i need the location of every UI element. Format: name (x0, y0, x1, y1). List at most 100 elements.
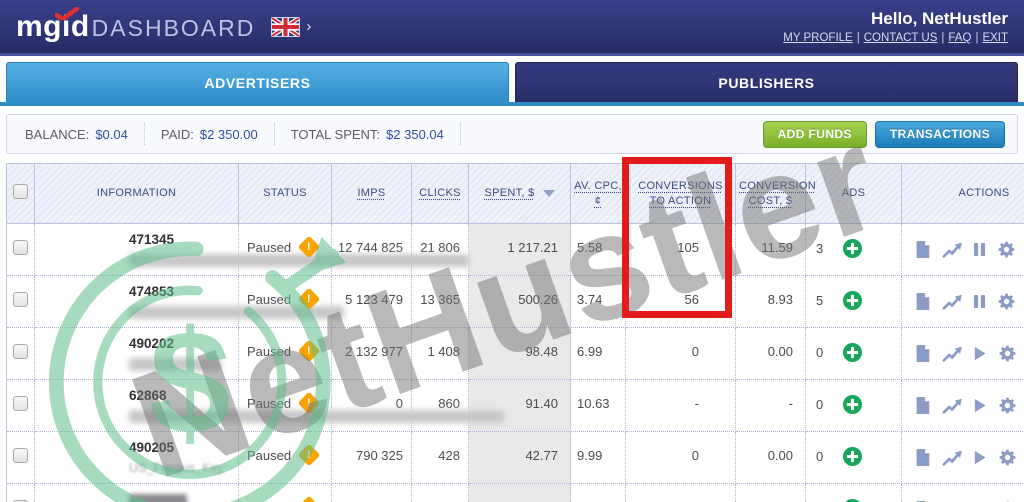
gear-icon[interactable] (998, 448, 1017, 467)
document-icon[interactable] (914, 344, 931, 363)
avg-cpc-cell: 6.99 (570, 327, 626, 380)
stats-chart-icon[interactable] (942, 449, 962, 467)
warning-icon[interactable]: ! (297, 443, 321, 467)
paid-label: PAID: (160, 126, 194, 142)
logo-product-text: DASHBOARD (91, 14, 256, 41)
gear-icon[interactable] (998, 396, 1017, 415)
row-checkbox[interactable] (13, 344, 28, 359)
document-icon[interactable] (914, 396, 931, 415)
gear-icon[interactable] (997, 292, 1016, 311)
row-checkbox[interactable] (13, 240, 28, 255)
transactions-button[interactable]: TRANSACTIONS (874, 120, 1005, 148)
col-imps[interactable]: IMPS (331, 163, 412, 224)
row-select-cell (6, 431, 35, 484)
chevron-right-icon[interactable]: › (306, 18, 312, 35)
status-label: Paused (247, 239, 292, 255)
col-conversions-to-action[interactable]: CONVERSIONS TO ACTION (625, 163, 736, 224)
language-selector[interactable]: › (271, 15, 312, 38)
campaign-id[interactable]: 474853 (129, 284, 175, 299)
campaign-name-blurred (129, 358, 221, 371)
table-row: 490205 US_Fungus_Key Paused! 790 325 428 42.7… (6, 431, 1024, 484)
campaign-info-cell: 62868 (34, 379, 504, 432)
pause-icon[interactable] (973, 294, 986, 309)
ads-cell: 0 (805, 379, 902, 432)
play-icon[interactable] (973, 450, 987, 465)
col-spent[interactable]: SPENT, $ (468, 163, 571, 224)
plus-circle-icon[interactable] (842, 394, 863, 415)
row-select-cell (6, 223, 35, 276)
col-information: INFORMATION (34, 163, 239, 224)
gear-icon[interactable] (998, 344, 1017, 363)
tab-publishers[interactable]: PUBLISHERS (515, 62, 1018, 102)
actions-cell (901, 483, 1024, 502)
row-checkbox[interactable] (13, 448, 28, 463)
warning-icon[interactable]: ! (297, 495, 321, 502)
warning-icon[interactable]: ! (297, 339, 321, 363)
user-area: Hello, NetHustler MY PROFILE | CONTACT US |… (783, 9, 1014, 44)
campaign-id[interactable]: 490202 (129, 336, 175, 351)
stats-chart-icon[interactable] (942, 345, 962, 363)
campaign-info-cell: 474853 (34, 275, 344, 328)
status-label: Paused (247, 343, 292, 359)
campaign-info-cell: 471345 (34, 223, 469, 276)
document-icon[interactable] (914, 292, 931, 311)
ads-count: 3 (816, 241, 824, 256)
plus-circle-icon[interactable] (842, 498, 863, 502)
imps-cell: 0 (331, 379, 412, 432)
pause-icon[interactable] (973, 242, 986, 257)
select-all-checkbox[interactable] (13, 183, 28, 199)
spent-cell: 42.77 (468, 431, 571, 484)
tab-advertisers[interactable]: ADVERTISERS (6, 62, 509, 102)
plus-circle-icon[interactable] (842, 342, 863, 363)
mgid-logo[interactable]: mgid DASHBOARD (16, 6, 256, 42)
document-icon[interactable] (914, 240, 931, 259)
stats-chart-icon[interactable] (942, 241, 962, 259)
ads-count: 0 (816, 345, 824, 360)
clicks-cell: 860 (411, 379, 469, 432)
nav-faq[interactable]: FAQ (948, 32, 972, 44)
tab-underline (0, 102, 1024, 106)
col-conversion-cost[interactable]: CONVERSION COST, $ (735, 163, 816, 224)
campaign-id[interactable]: 490205 (129, 440, 175, 455)
ads-cell: 5 (805, 275, 902, 328)
campaign-id[interactable]: 62868 (129, 388, 167, 403)
row-checkbox[interactable] (13, 292, 28, 307)
document-icon[interactable] (914, 448, 931, 467)
sort-desc-arrow-icon[interactable] (542, 189, 555, 197)
total-spent-item: TOTAL SPENT: $2 350.04 (275, 123, 461, 145)
nav-separator: | (975, 32, 979, 44)
play-icon[interactable] (973, 346, 987, 361)
status-cell: Paused! (238, 327, 332, 380)
campaigns-table-wrap: INFORMATION STATUS IMPS CLICKS SPENT, $ … (6, 163, 1024, 502)
plus-circle-icon[interactable] (842, 446, 863, 467)
col-clicks[interactable]: CLICKS (411, 163, 469, 224)
ads-cell: 3 (805, 223, 902, 276)
row-checkbox[interactable] (13, 500, 28, 502)
conversion-cost-cell: - (735, 379, 806, 432)
col-status: STATUS (238, 163, 332, 224)
campaign-id[interactable]: 471345 (129, 232, 175, 247)
plus-circle-icon[interactable] (842, 290, 863, 311)
stats-chart-icon[interactable] (942, 397, 962, 415)
plus-circle-icon[interactable] (842, 238, 863, 259)
nav-contact-us[interactable]: CONTACT US (863, 32, 938, 44)
clicks-cell: 21 806 (411, 223, 469, 276)
balance-item: BALANCE: $0.04 (15, 123, 145, 145)
campaign-id-blurred (129, 494, 187, 502)
conversions-cell: - (625, 379, 736, 432)
add-funds-button[interactable]: ADD FUNDS (762, 120, 867, 148)
row-select-cell (6, 379, 35, 432)
spent-cell: 1 217.21 (468, 223, 571, 276)
stats-chart-icon[interactable] (942, 293, 962, 311)
play-icon[interactable] (973, 398, 987, 413)
ads-cell: 0 (805, 431, 902, 484)
col-av-cpc[interactable]: AV. CPC, ¢ (570, 163, 626, 224)
nav-my-profile[interactable]: MY PROFILE (783, 32, 853, 44)
balance-bar: BALANCE: $0.04 PAID: $2 350.00 TOTAL SPE… (6, 114, 1018, 154)
status-label: Paused (247, 291, 292, 307)
gear-icon[interactable] (997, 240, 1016, 259)
nav-exit[interactable]: EXIT (982, 32, 1008, 44)
spent-cell: 500.26 (468, 275, 571, 328)
avg-cpc-cell: 7.06 (570, 483, 626, 502)
row-checkbox[interactable] (13, 396, 28, 411)
